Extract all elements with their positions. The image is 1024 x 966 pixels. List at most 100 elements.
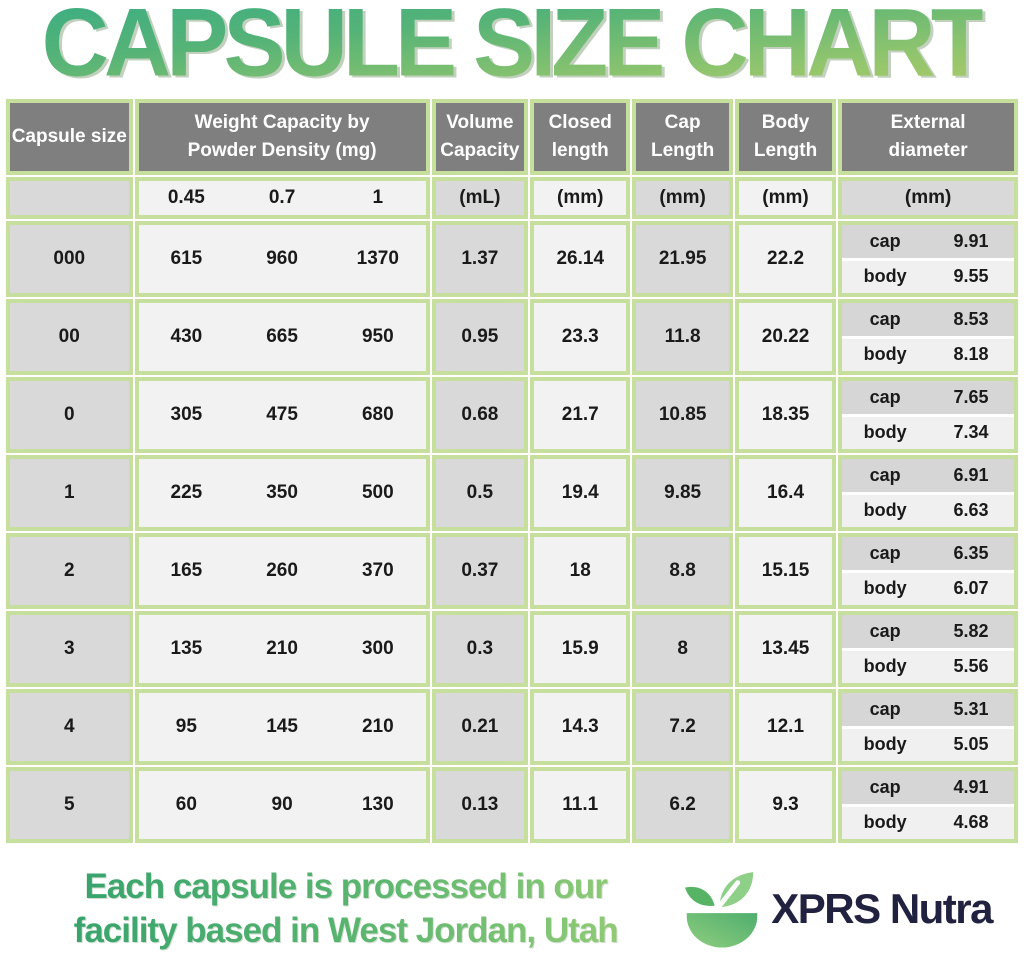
external-body-subrow: body 6.63 [842, 494, 1014, 527]
capsule-size-cell: 000 [6, 221, 133, 297]
weight-capacity-cell: 135 210 300 [134, 611, 430, 687]
external-body-subrow: body 6.07 [842, 572, 1014, 605]
body-length-cell: 9.3 [734, 767, 837, 843]
table-header-row: Capsule size Weight Capacity by Powder D… [6, 99, 1018, 175]
external-cap-subrow: cap 7.65 [842, 381, 1014, 414]
external-cap-value: 6.91 [953, 464, 989, 485]
external-cap-label: cap [869, 698, 901, 719]
external-body-label: body [863, 812, 907, 833]
density-07-label: 0.7 [268, 187, 296, 208]
weight-1-value: 1370 [356, 248, 399, 269]
weight-07-value: 210 [266, 638, 298, 659]
units-capsule-size-cell [6, 177, 133, 219]
weight-045-value: 95 [175, 716, 197, 737]
weight-07-value: 960 [266, 248, 298, 269]
weight-1-value: 210 [361, 716, 394, 737]
capsule-size-table: Capsule size Weight Capacity by Powder D… [4, 97, 1020, 845]
external-diameter-cell: cap 6.91 body 6.63 [838, 455, 1018, 531]
body-length-cell: 22.2 [734, 221, 837, 297]
weight-045-value: 60 [175, 794, 197, 815]
capsule-size-cell: 2 [6, 533, 133, 609]
volume-capacity-cell: 0.95 [431, 299, 529, 375]
external-cap-label: cap [869, 308, 901, 329]
capsule-size-cell: 1 [6, 455, 133, 531]
cap-length-cell: 6.2 [632, 767, 733, 843]
cap-length-cell: 21.95 [632, 221, 733, 297]
page-title: CAPSULE SIZE CHART [41, 0, 987, 98]
external-diameter-cell: cap 4.91 body 4.68 [838, 767, 1018, 843]
external-cap-value: 9.91 [953, 230, 989, 251]
cap-length-cell: 7.2 [632, 689, 733, 765]
external-body-subrow: body 8.18 [842, 338, 1014, 371]
footer-note-line1: Each capsule is processed in our [84, 867, 607, 906]
footer: Each capsule is processed in our facilit… [0, 845, 1024, 953]
volume-capacity-cell: 0.5 [431, 455, 529, 531]
external-cap-label: cap [869, 230, 901, 251]
units-body-cell: (mm) [734, 177, 837, 219]
external-body-subrow: body 7.34 [842, 416, 1014, 449]
weight-07-value: 475 [266, 404, 298, 425]
external-body-label: body [863, 500, 907, 521]
external-cap-label: cap [869, 386, 901, 407]
external-cap-subrow: cap 9.91 [842, 225, 1014, 258]
external-body-subrow: body 5.05 [842, 728, 1014, 761]
col-header-volume-capacity: Volume Capacity [431, 99, 529, 175]
body-length-cell: 15.15 [734, 533, 837, 609]
weight-1-value: 950 [361, 326, 394, 347]
external-cap-value: 4.91 [953, 776, 989, 797]
external-body-value: 9.55 [953, 266, 989, 287]
external-cap-subrow: cap 4.91 [842, 771, 1014, 804]
volume-capacity-cell: 0.13 [431, 767, 529, 843]
external-cap-subrow: cap 6.91 [842, 459, 1014, 492]
weight-1-value: 130 [361, 794, 394, 815]
closed-length-cell: 23.3 [530, 299, 631, 375]
external-body-label: body [863, 656, 907, 677]
weight-045-value: 615 [170, 248, 203, 269]
weight-07-value: 665 [266, 326, 298, 347]
weight-045-value: 135 [170, 638, 203, 659]
body-length-cell: 20.22 [734, 299, 837, 375]
external-body-label: body [863, 422, 907, 443]
external-body-value: 8.18 [953, 344, 989, 365]
weight-07-value: 90 [271, 794, 293, 815]
body-length-cell: 16.4 [734, 455, 837, 531]
external-diameter-cell: cap 8.53 body 8.18 [838, 299, 1018, 375]
external-diameter-cell: cap 7.65 body 7.34 [838, 377, 1018, 453]
table-row: 00 430 665 950 0.95 23.3 11.8 20.22 cap … [6, 299, 1018, 375]
weight-1-value: 680 [361, 404, 394, 425]
brand-logo: XPRS Nutra [681, 869, 1006, 949]
external-body-value: 4.68 [953, 812, 989, 833]
external-cap-label: cap [869, 542, 901, 563]
col-header-capsule-size: Capsule size [6, 99, 133, 175]
cap-length-cell: 8.8 [632, 533, 733, 609]
external-cap-value: 6.35 [953, 542, 989, 563]
table-row: 4 95 145 210 0.21 14.3 7.2 12.1 cap 5.31 [6, 689, 1018, 765]
col-header-weight-capacity: Weight Capacity by Powder Density (mg) [134, 99, 430, 175]
closed-length-cell: 18 [530, 533, 631, 609]
weight-capacity-cell: 60 90 130 [134, 767, 430, 843]
closed-length-cell: 19.4 [530, 455, 631, 531]
external-body-label: body [863, 344, 907, 365]
weight-045-value: 165 [170, 560, 203, 581]
table-row: 5 60 90 130 0.13 11.1 6.2 9.3 cap 4.91 [6, 767, 1018, 843]
weight-045-value: 225 [170, 482, 203, 503]
weight-capacity-cell: 305 475 680 [134, 377, 430, 453]
external-body-subrow: body 9.55 [842, 260, 1014, 293]
external-cap-value: 8.53 [953, 308, 989, 329]
title-banner: CAPSULE SIZE CHART [0, 0, 1024, 94]
external-body-label: body [863, 734, 907, 755]
external-body-subrow: body 5.56 [842, 650, 1014, 683]
brand-name: XPRS Nutra [771, 884, 993, 932]
external-body-value: 6.63 [953, 500, 989, 521]
weight-capacity-cell: 430 665 950 [134, 299, 430, 375]
capsule-size-cell: 3 [6, 611, 133, 687]
external-cap-value: 5.31 [953, 698, 989, 719]
external-cap-subrow: cap 5.31 [842, 693, 1014, 726]
capsule-size-cell: 00 [6, 299, 133, 375]
volume-capacity-cell: 0.68 [431, 377, 529, 453]
weight-1-value: 370 [361, 560, 394, 581]
cap-length-cell: 11.8 [632, 299, 733, 375]
table-row: 1 225 350 500 0.5 19.4 9.85 16.4 cap 6.9… [6, 455, 1018, 531]
volume-capacity-cell: 0.21 [431, 689, 529, 765]
external-body-subrow: body 4.68 [842, 806, 1014, 839]
